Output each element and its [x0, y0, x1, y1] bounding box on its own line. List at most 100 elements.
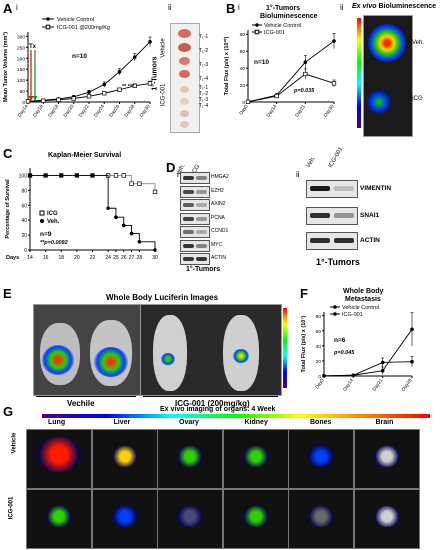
x-tick-label: 24	[105, 255, 111, 261]
data-point	[303, 71, 308, 77]
panel-b-ii-label: ii	[340, 3, 344, 12]
data-point	[332, 39, 336, 43]
y-axis-label: Percentage of Survival	[5, 179, 11, 239]
y-tick-label: 40	[21, 218, 27, 224]
tumor-sample	[179, 70, 190, 78]
blot-label-hmga2: HMGA2	[211, 174, 229, 180]
y-axis-label: Total Flux (p/s) x (10⁷)	[301, 315, 307, 372]
data-point	[148, 40, 152, 44]
x-tick-label: 30	[152, 255, 158, 261]
n-label: n=9	[40, 231, 52, 238]
panel-d-letter: D	[166, 160, 176, 175]
blot-band	[183, 203, 194, 207]
organ-signal	[111, 446, 138, 467]
blot-strip	[180, 212, 210, 225]
x-tick-label: Day28	[124, 103, 137, 118]
panel-d-ii-label: ii	[296, 170, 300, 179]
x-tick-label: Day14	[342, 377, 355, 392]
legend-marker-vehicle	[255, 23, 259, 27]
organ-label-lung: Lung	[48, 419, 66, 426]
blot-band	[334, 186, 354, 191]
organ-signal	[37, 437, 81, 473]
x-tick-label: 14	[27, 255, 33, 261]
x-tick-label: Day28	[401, 377, 414, 392]
blot-band	[183, 230, 194, 234]
data-point	[90, 173, 95, 178]
blot2-col-veh: Veh.	[305, 155, 318, 169]
y-tick-label: 0	[22, 100, 25, 106]
data-point	[137, 240, 142, 244]
y-tick-label: 100	[17, 78, 25, 84]
x-tick-label: 20	[74, 255, 80, 261]
organ-image-liver	[91, 429, 158, 489]
panel-e-underline-left	[36, 396, 136, 397]
panel-e-icg-label: ICG-001 (200mg/kg)	[175, 399, 250, 408]
data-point	[153, 248, 157, 252]
data-point	[410, 327, 414, 332]
panel-c-letter: C	[3, 146, 13, 161]
exvivo-title: Ex vivo Bioluminescence	[352, 3, 437, 10]
panel-f-title2: Metastasis	[345, 296, 381, 303]
data-point	[59, 173, 64, 178]
data-point	[129, 231, 134, 236]
data-point	[152, 189, 158, 195]
blot-strip	[180, 199, 210, 211]
data-point	[102, 91, 107, 96]
blot-label-vimentin: VIMENTIN	[360, 185, 392, 192]
data-point	[87, 90, 91, 94]
tumor-id-list-icg: T₁-1 T₁-2 T₁-3 T₁-4	[199, 85, 209, 109]
p-value-label: p=0.045	[333, 350, 355, 356]
data-point	[41, 98, 46, 103]
x-tick-label: 27	[129, 255, 135, 261]
data-point	[410, 359, 414, 364]
blot-band	[196, 243, 207, 248]
legend-marker-vehicle	[46, 17, 50, 21]
panel-g-letter: G	[3, 404, 14, 419]
panel-g-row-vehicle: Vehicle	[11, 432, 18, 454]
x-tick-label: Day0	[314, 377, 326, 390]
tumor-sample	[180, 121, 189, 128]
organ-image-brain	[353, 489, 420, 549]
panel-d-i-label: i	[177, 170, 179, 179]
n-label: n=6	[334, 337, 346, 344]
y-tick-label: 40	[240, 66, 246, 72]
organ-signal	[373, 446, 400, 467]
organ-image-liver	[91, 489, 158, 549]
data-point	[274, 93, 279, 99]
x-tick-label: 18	[58, 255, 64, 261]
y-tick-label: 200	[17, 56, 25, 62]
panel-e-title: Whole Body Luciferin Images	[106, 293, 219, 302]
x-tick-label: 22	[90, 255, 96, 261]
y-tick-label: 0	[318, 374, 321, 380]
panel-g-title: Ex vivo imaging of organs: 4 Week	[160, 406, 276, 413]
organ-image-ovary	[157, 489, 223, 549]
blot-band	[310, 213, 330, 218]
panel-c-title: Kaplan-Meier Survival	[48, 152, 122, 159]
x-tick-label: Day30	[323, 103, 336, 118]
blot-band	[196, 176, 207, 180]
blot-strip	[180, 172, 210, 184]
panel-d-i-caption: 1°-Tumors	[186, 266, 221, 273]
panel-b-title: 1°-Tumors	[266, 5, 301, 12]
data-point	[106, 206, 110, 211]
organ-signal	[242, 446, 269, 467]
organ-signal	[308, 446, 334, 467]
organ-signal	[308, 506, 334, 527]
data-point	[113, 173, 119, 178]
tumor-sample	[180, 110, 189, 117]
x-tick-label: Day22	[78, 103, 91, 118]
organ-image-kidney	[222, 429, 289, 489]
chart-c-survival: 0 20 40 60 80 100 14 16 18 20 22 24 25 26 27 28 30 Days Pe…	[5, 168, 158, 261]
x-tick-label: Day26	[108, 103, 121, 118]
y-axis-label: Mean Tumor Volume (mm³)	[2, 32, 9, 102]
blot-band	[196, 203, 207, 207]
exvivo-veh-label: Veh.	[412, 40, 425, 46]
data-point	[71, 96, 76, 101]
x-tick-label: Day16	[32, 103, 45, 118]
whole-body-image-vehicle	[33, 304, 141, 396]
panel-f-title: Whole Body	[343, 288, 384, 295]
blot-band	[334, 213, 354, 218]
legend-vehicle: Vehicle Control	[342, 305, 379, 311]
tumor-sample	[180, 86, 189, 93]
data-point	[351, 373, 356, 378]
